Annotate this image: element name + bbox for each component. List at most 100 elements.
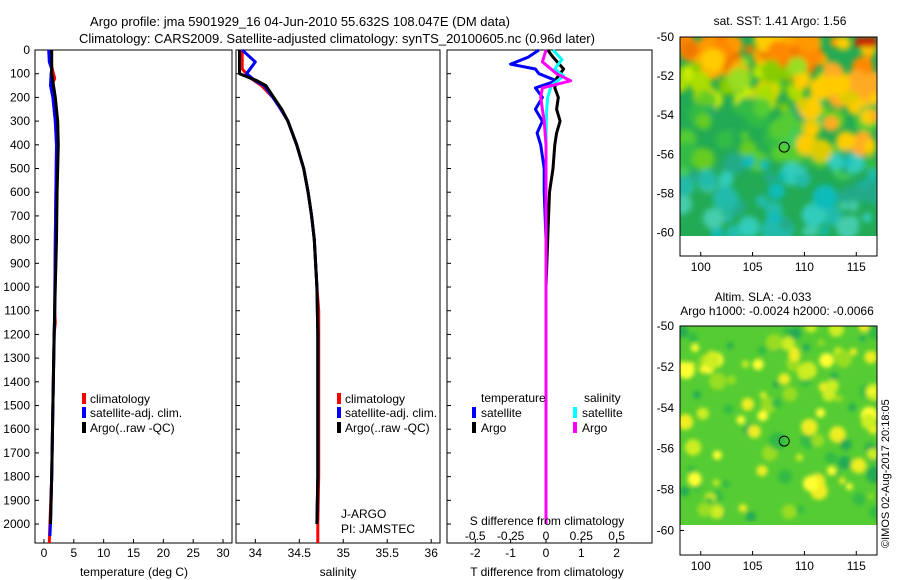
sla-texture-patch — [726, 342, 734, 350]
temperature-axis-label: temperature (deg C) — [80, 565, 188, 579]
sst-texture-patch — [740, 56, 750, 66]
sst-texture-patch — [692, 147, 715, 171]
sla-map-ytick-label: -60 — [657, 523, 675, 537]
sla-map-xtick-label: 110 — [795, 559, 814, 573]
sst-texture-patch — [754, 70, 763, 79]
difference-xtick-label: -1 — [505, 546, 516, 560]
sst-texture-patch — [848, 200, 859, 212]
sst-texture-patch — [690, 61, 702, 73]
depth-tick-label: 500 — [10, 162, 30, 176]
sla-texture-patch — [834, 394, 843, 403]
sst-texture-patch — [702, 207, 725, 230]
sla-texture-patch — [805, 326, 817, 333]
sst-map-frame — [679, 36, 878, 257]
figure-subtitle: Climatology: CARS2009. Satellite-adjuste… — [79, 31, 595, 46]
difference-xtick-label: -2 — [470, 546, 481, 560]
sst-texture-patch — [794, 171, 811, 188]
sla-texture-patch — [811, 433, 825, 448]
depth-tick-label: 400 — [10, 138, 30, 152]
sla-map-xtick-label: 100 — [691, 559, 711, 573]
sla-texture-patch — [765, 334, 783, 351]
sst-texture-patch — [711, 227, 724, 236]
sla-texture-patch — [680, 414, 694, 430]
sla-texture-patch — [852, 492, 866, 506]
legend-swatch-climatology — [82, 393, 86, 404]
temperature-xtick-label: 5 — [70, 546, 77, 560]
sla-texture-patch — [817, 339, 825, 346]
sst-texture-patch — [724, 129, 734, 139]
legend-swatch-argo — [82, 422, 86, 433]
sla-texture-patch — [680, 326, 689, 338]
sla-texture-patch — [782, 386, 798, 402]
sst-map-xtick-label: 105 — [743, 260, 763, 274]
sla-texture-patch — [697, 502, 712, 517]
depth-tick-label: 1000 — [3, 280, 30, 294]
salinity-series-climatology — [240, 50, 321, 543]
sst-map-xtick-label: 110 — [795, 260, 814, 274]
sla-texture-patch — [709, 372, 727, 390]
sst-texture-patch — [836, 131, 856, 151]
sla-texture-patch — [781, 336, 795, 351]
sst-texture-patch — [712, 185, 739, 212]
sla-texture-patch — [795, 453, 804, 462]
temperature-panel-frame — [34, 49, 233, 544]
temperature-xtick-label: 0 — [41, 546, 48, 560]
temperature-xtick-label: 10 — [97, 546, 111, 560]
t-difference-axis-label: T difference from climatology — [470, 565, 624, 579]
sla-texture-patch — [796, 505, 805, 514]
sla-texture-patch — [745, 511, 756, 522]
sla-texture-patch — [709, 504, 725, 519]
legend-label-satellite: satellite-adj. clim. — [345, 406, 437, 420]
sst-texture-patch — [688, 171, 700, 183]
sst-texture-patch — [870, 111, 877, 122]
sla-texture-patch — [768, 432, 787, 450]
legend-swatch-climatology — [337, 393, 341, 404]
sst-texture-patch — [779, 217, 792, 231]
sst-map-ytick-label: -54 — [657, 108, 675, 122]
sst-texture-patch — [727, 67, 752, 92]
sla-texture-patch — [802, 343, 811, 352]
salinity-xtick-label: 34 — [249, 546, 263, 560]
sla-argo-position-marker — [778, 435, 790, 447]
difference-xtick-label: 2 — [613, 546, 620, 560]
difference-secondary-xtick-label: 0 — [543, 529, 550, 543]
sst-texture-patch — [764, 171, 777, 184]
difference-xtick-label: 1 — [578, 546, 585, 560]
sst-texture-patch — [844, 153, 865, 174]
sst-map-ytick-label: -50 — [657, 30, 675, 44]
legend-label-sal-satellite: satellite — [582, 406, 623, 420]
sst-map-title: sat. SST: 1.41 Argo: 1.56 — [714, 14, 847, 28]
sst-texture-patch — [744, 44, 754, 54]
sst-texture-patch — [755, 195, 769, 208]
depth-tick-label: 1500 — [3, 399, 30, 413]
legend-title-salinity: salinity — [584, 391, 621, 405]
sla-texture-patch — [819, 353, 834, 368]
legend-swatch-temp-satellite — [472, 407, 476, 418]
depth-tick-label: 1700 — [3, 446, 30, 460]
sst-texture-patch — [843, 158, 852, 167]
depth-tick-label: 0 — [23, 43, 30, 57]
legend-swatch-satellite — [337, 407, 341, 418]
sla-texture-patch — [736, 415, 746, 425]
sla-texture-patch — [803, 419, 818, 433]
sla-texture-patch — [827, 466, 837, 476]
sla-texture-patch — [680, 486, 690, 497]
series-layer — [47, 48, 573, 544]
sst-texture-patch — [696, 169, 718, 190]
sla-texture-patch — [693, 391, 701, 399]
sla-texture-patch — [722, 480, 730, 488]
sla-texture-patch — [869, 506, 877, 519]
sla-texture-patch — [772, 381, 780, 388]
sla-texture-patch — [747, 424, 762, 439]
sst-argo-position-marker — [778, 141, 790, 153]
sst-texture-patch — [821, 205, 843, 227]
depth-tick-label: 300 — [10, 114, 30, 128]
sla-texture-patch — [696, 407, 709, 420]
sst-texture-patch — [680, 193, 692, 215]
depth-tick-label: 200 — [10, 90, 30, 104]
salinity-xtick-label: 36 — [425, 546, 439, 560]
sst-texture-patch — [708, 37, 718, 43]
sst-field — [680, 37, 877, 236]
sla-texture-patch — [789, 327, 802, 340]
sst-texture-patch — [701, 48, 725, 72]
